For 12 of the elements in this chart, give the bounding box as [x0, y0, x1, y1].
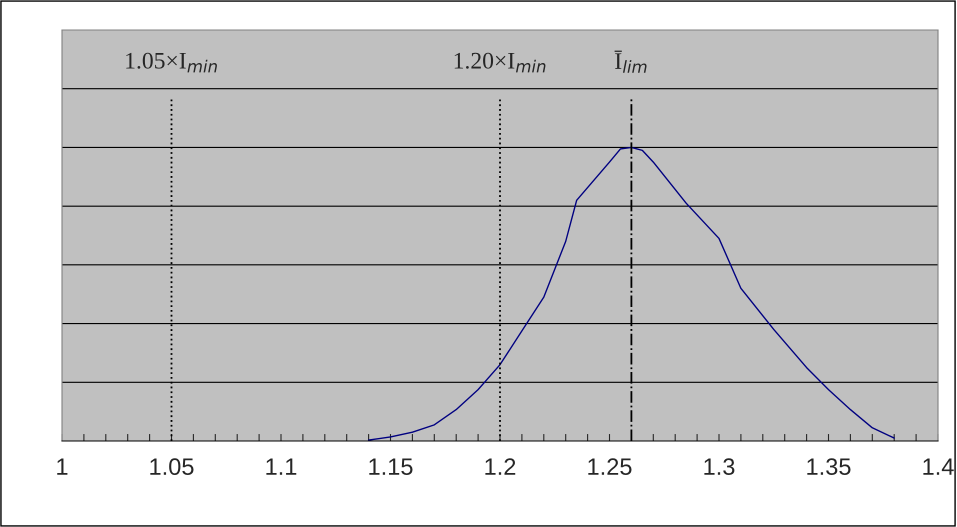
ref-line-label: 1.05×I$_{min}$	[126, 52, 217, 72]
x-tick-label: 1.1	[266, 458, 296, 475]
x-tick-label: 1	[57, 458, 68, 475]
ref-line-label: Ī$_{lim}$	[614, 50, 647, 73]
x-tick-label: 1.05	[150, 458, 194, 476]
x-tick-label: 1.2	[485, 458, 516, 475]
x-tick-label: 1.4	[923, 458, 954, 475]
x-tick-label: 1.35	[807, 458, 850, 476]
ref-line-label: 1.20×I$_{min}$	[454, 52, 546, 72]
x-tick-label: 1.15	[369, 458, 412, 476]
x-tick-label: 1.3	[704, 458, 734, 476]
x-tick-label: 1.25	[588, 458, 632, 476]
